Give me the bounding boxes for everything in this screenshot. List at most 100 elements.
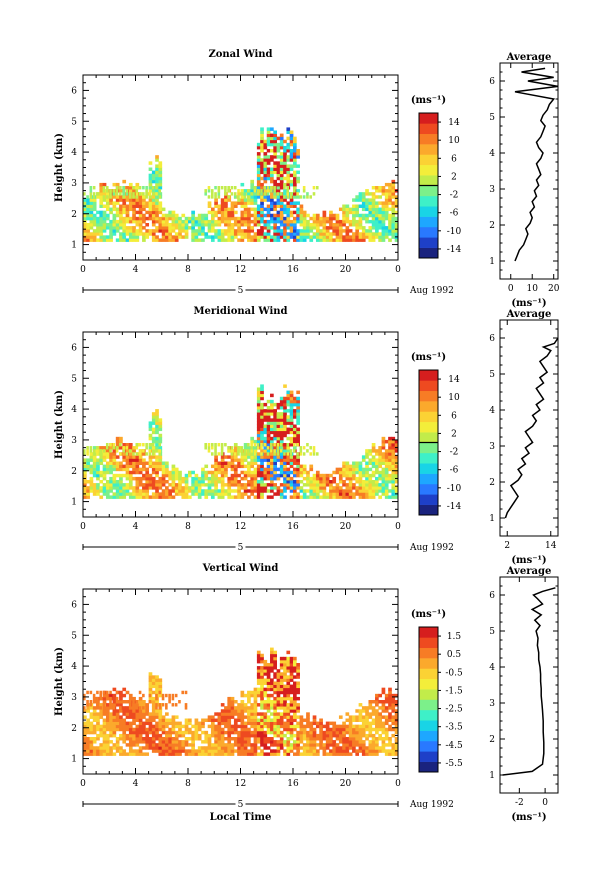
data-cell <box>247 718 251 722</box>
data-cell <box>293 136 297 141</box>
data-cell <box>201 740 205 744</box>
data-cell <box>378 473 382 478</box>
data-cell <box>243 216 248 221</box>
data-cell <box>256 690 261 695</box>
data-cell <box>286 483 291 487</box>
data-cell <box>279 483 284 487</box>
data-cell <box>112 216 117 221</box>
data-cell <box>230 749 235 753</box>
data-cell <box>148 455 153 459</box>
data-cell <box>296 402 300 407</box>
data-cell <box>151 192 155 196</box>
data-cell <box>302 476 307 481</box>
data-cell <box>112 195 117 199</box>
data-cell <box>204 718 209 722</box>
data-cell <box>253 693 258 698</box>
data-cell <box>250 486 255 490</box>
data-cell <box>273 412 277 416</box>
data-cell <box>158 173 163 178</box>
data-cell <box>302 724 307 729</box>
data-cell <box>184 721 189 726</box>
data-cell <box>99 746 104 750</box>
data-cell <box>112 696 117 701</box>
data-cell <box>256 387 261 391</box>
data-cell <box>250 238 255 242</box>
data-cell <box>128 192 132 196</box>
data-cell <box>105 238 110 242</box>
data-cell <box>270 669 274 673</box>
data-cell <box>319 223 323 227</box>
data-cell <box>299 733 304 738</box>
data-cell <box>161 461 166 465</box>
data-cell <box>270 430 274 435</box>
data-cell <box>286 743 291 747</box>
data-cell <box>184 226 189 230</box>
data-cell <box>260 446 263 450</box>
data-cell <box>230 700 235 704</box>
data-cell <box>227 480 232 484</box>
data-cell <box>322 495 327 499</box>
data-cell <box>270 173 274 178</box>
data-cell <box>243 446 248 450</box>
data-cell <box>194 235 199 239</box>
data-cell <box>158 740 163 744</box>
data-cell <box>115 740 120 744</box>
data-cell <box>329 492 333 496</box>
data-cell <box>381 235 386 239</box>
data-cell <box>286 149 291 153</box>
data-cell <box>247 213 251 218</box>
data-cell <box>361 201 366 205</box>
data-cell <box>191 737 195 741</box>
data-cell <box>151 238 156 242</box>
data-cell <box>325 740 330 744</box>
data-cell <box>375 186 379 190</box>
data-cell <box>276 473 281 478</box>
data-cell <box>148 443 153 447</box>
data-cell <box>247 219 251 224</box>
data-cell <box>329 721 333 726</box>
data-cell <box>161 223 166 227</box>
data-cell <box>375 461 379 465</box>
data-cell <box>230 449 234 453</box>
data-cell <box>286 201 291 205</box>
data-cell <box>138 186 142 190</box>
data-cell <box>388 455 392 459</box>
data-cell <box>132 189 136 193</box>
data-cell <box>247 207 251 212</box>
data-cell <box>217 235 222 239</box>
data-cell <box>253 458 258 462</box>
data-cell <box>83 486 87 490</box>
data-cell <box>142 495 146 499</box>
data-cell <box>391 229 396 233</box>
data-cell <box>263 173 268 178</box>
data-cell <box>138 495 143 499</box>
data-cell <box>224 216 228 221</box>
data-cell <box>388 473 392 478</box>
data-cell <box>233 467 238 472</box>
data-cell <box>142 226 146 230</box>
data-cell <box>214 219 218 224</box>
data-cell <box>365 712 369 716</box>
data-cell <box>128 746 133 750</box>
data-cell <box>119 216 123 221</box>
data-cell <box>197 733 202 738</box>
data-cell <box>214 195 217 199</box>
data-cell <box>306 740 310 744</box>
data-cell <box>378 693 382 698</box>
data-cell <box>96 452 99 456</box>
data-cell <box>312 480 317 484</box>
data-cell <box>266 161 271 165</box>
data-cell <box>263 712 268 716</box>
data-cell <box>220 703 225 707</box>
data-cell <box>391 464 396 469</box>
data-cell <box>119 733 123 738</box>
data-cell <box>296 412 300 416</box>
data-cell <box>112 226 117 230</box>
data-cell <box>230 467 235 472</box>
data-cell <box>273 189 276 193</box>
data-cell <box>224 712 228 716</box>
data-cell <box>99 210 104 215</box>
data-cell <box>102 226 107 230</box>
data-cell <box>388 213 392 218</box>
data-cell <box>148 446 153 450</box>
